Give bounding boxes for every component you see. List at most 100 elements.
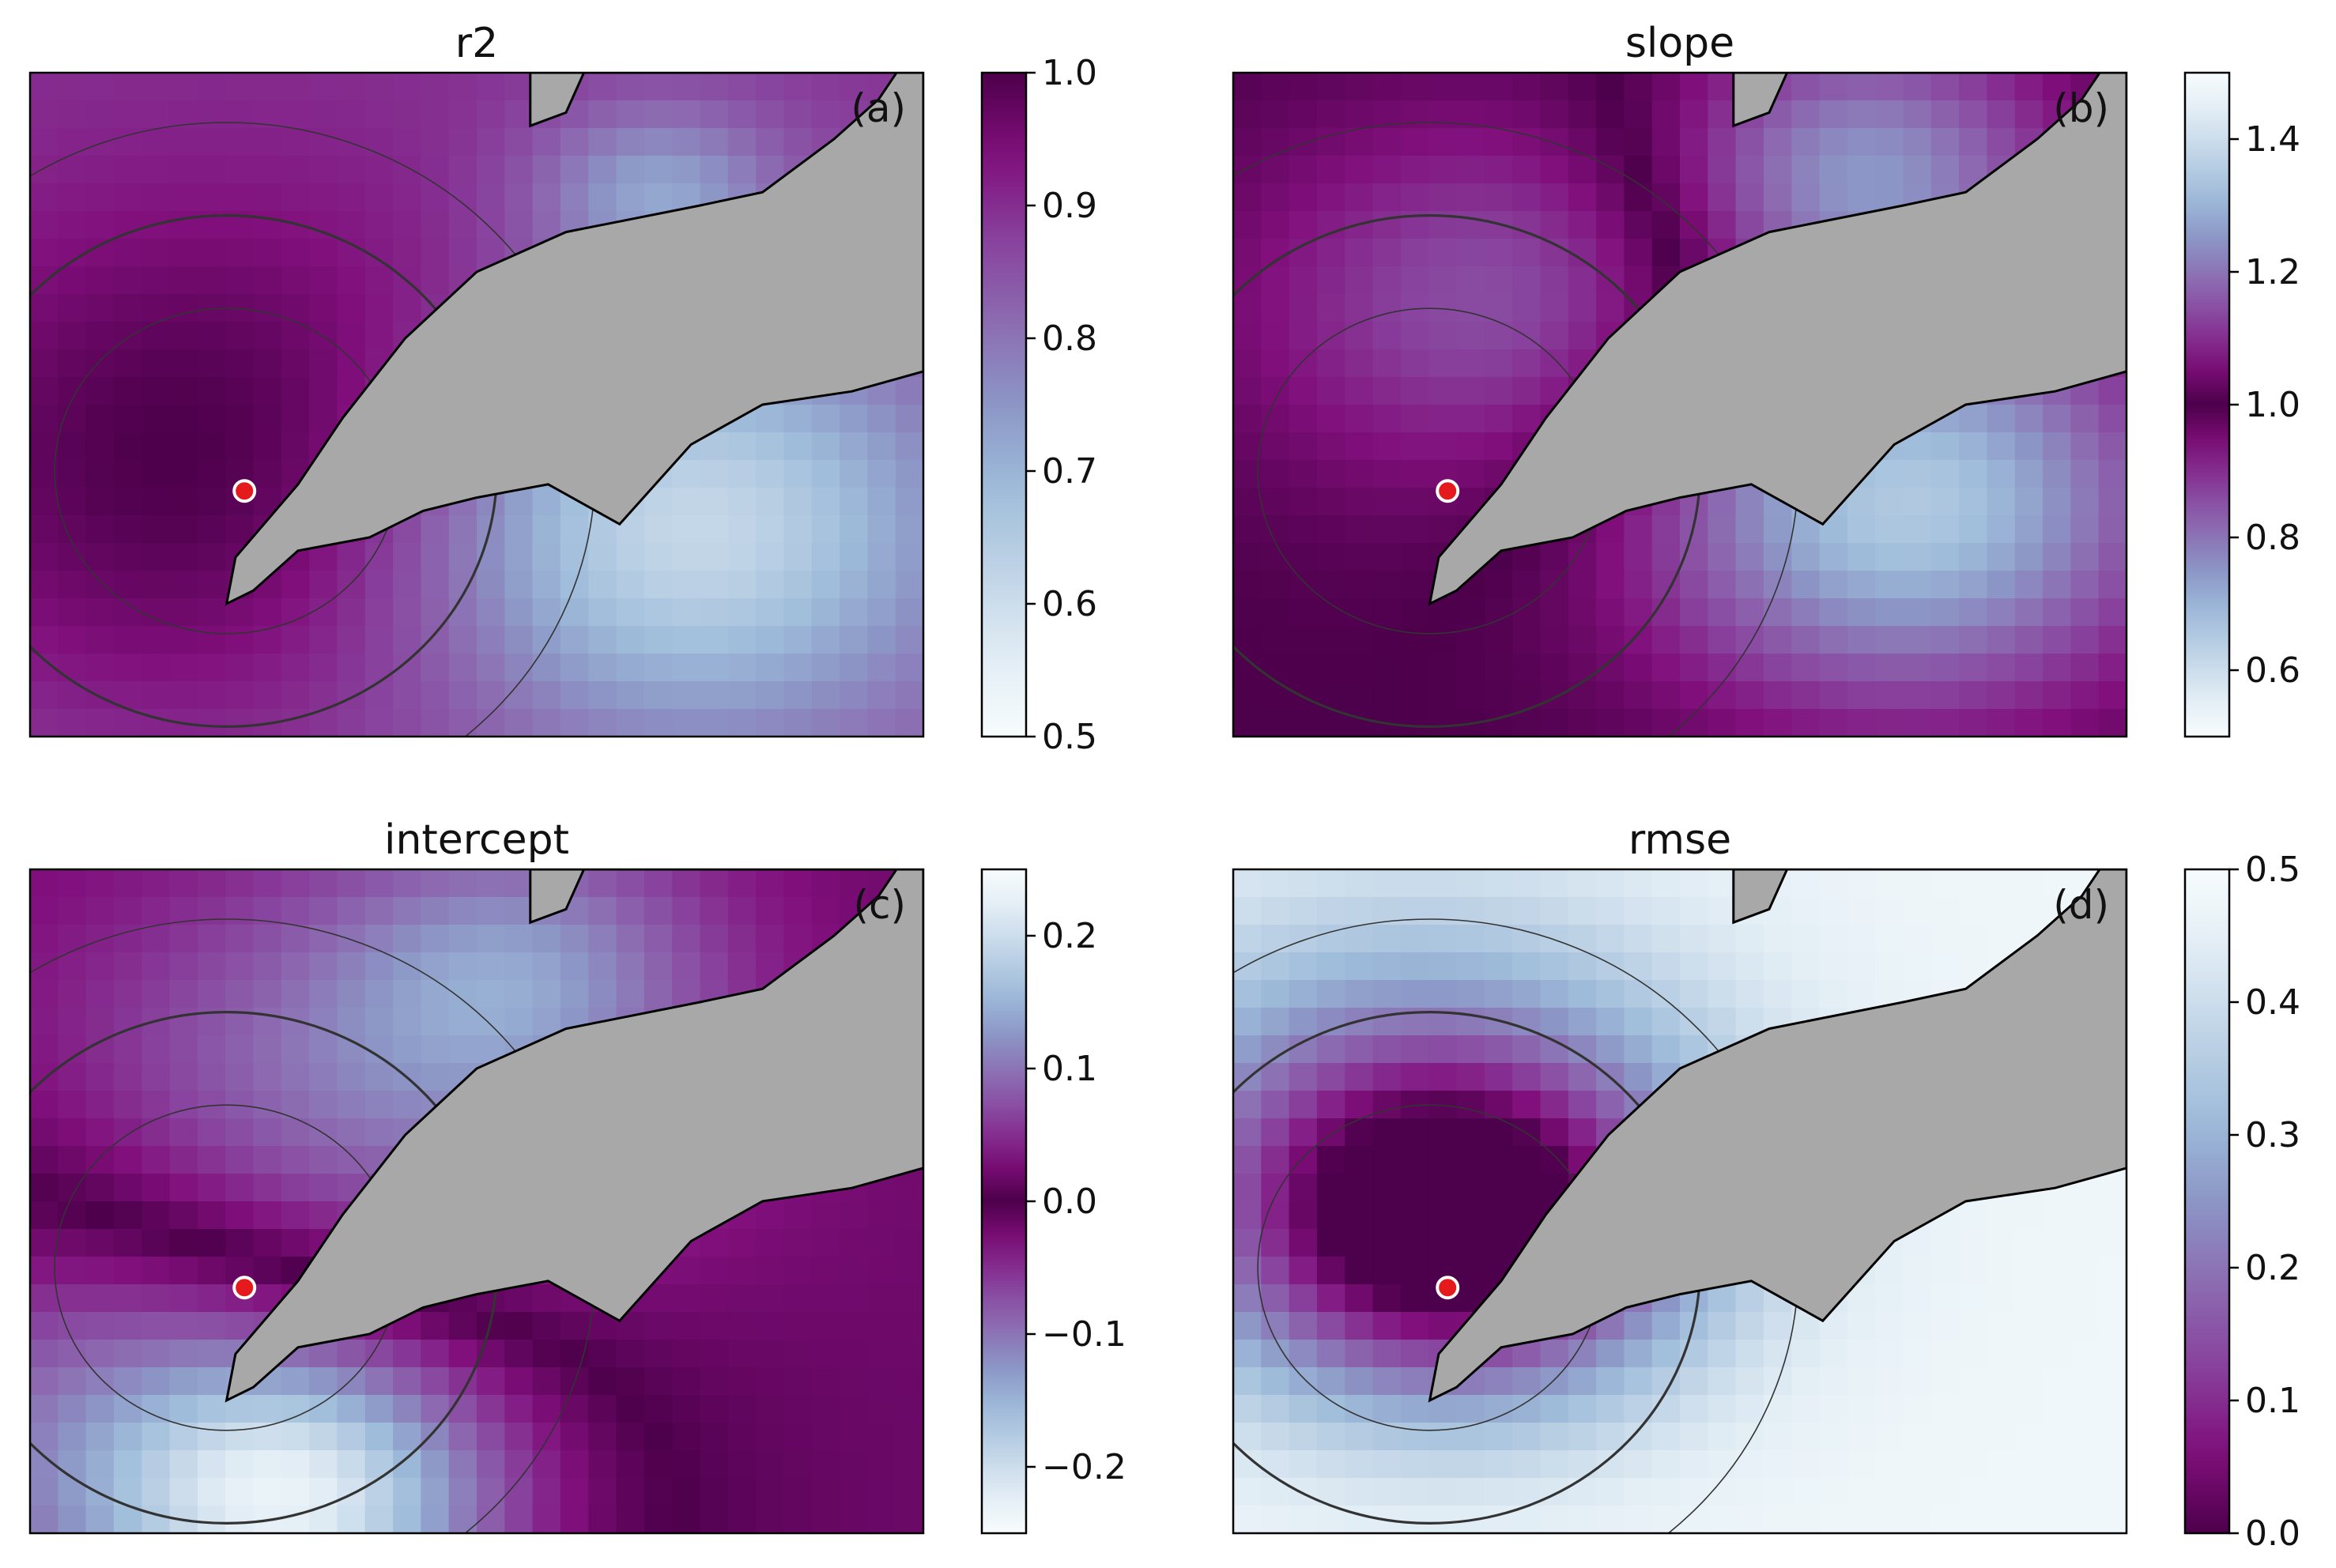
colorbar-tick-label: 0.2 [1042, 916, 1097, 956]
heat-cell [1847, 100, 1876, 129]
heat-cell [2098, 1174, 2127, 1202]
heat-cell [337, 571, 366, 599]
heat-cell [225, 626, 255, 654]
heat-cell [197, 952, 226, 981]
heat-cell [756, 405, 784, 433]
heat-cell [1316, 626, 1345, 654]
heat-cell [840, 1367, 868, 1396]
heat-cell [421, 1312, 450, 1340]
heat-cell [1316, 1367, 1345, 1396]
heat-cell [1456, 128, 1485, 156]
heat-cell [364, 1367, 394, 1396]
heat-cell [1484, 1450, 1513, 1479]
heat-cell [421, 543, 450, 571]
heat-cell [337, 1450, 366, 1479]
heat-cell [393, 1008, 421, 1036]
heat-cell [1847, 543, 1876, 571]
heat-cell [2070, 598, 2100, 627]
heat-cell [783, 925, 813, 953]
heat-cell [756, 543, 784, 571]
heat-cell [253, 626, 282, 654]
heat-cell [1261, 156, 1290, 184]
heat-cell [700, 681, 729, 710]
heat-cell [1763, 681, 1792, 710]
heat-cell [309, 598, 338, 627]
heat-cell [1289, 515, 1318, 544]
heat-cell [281, 1063, 310, 1091]
heat-cell [393, 897, 421, 925]
colorbar-tick-label: 1.0 [1042, 53, 1097, 93]
heat-cell [1456, 1229, 1485, 1257]
heat-cell [142, 897, 171, 925]
heat-cell [225, 1423, 255, 1451]
heat-cell [421, 239, 450, 267]
heat-cell [421, 681, 450, 710]
heat-cell [1680, 598, 1708, 627]
heat-cell [477, 681, 505, 710]
heat-cell [142, 598, 171, 627]
heat-cell [197, 1174, 226, 1202]
heat-cell [197, 1312, 226, 1340]
heat-cell [783, 100, 813, 129]
heat-cell [560, 980, 589, 1008]
heat-cell [1289, 709, 1318, 737]
heat-cell [1233, 1174, 1262, 1202]
heat-cell [867, 626, 896, 654]
heat-cell [1372, 1312, 1402, 1340]
panel-title: r2 [455, 20, 498, 67]
heat-cell [281, 128, 310, 156]
heat-cell [1708, 952, 1737, 981]
heat-cell [1428, 681, 1458, 710]
heat-cell [1345, 488, 1374, 516]
heat-cell [2014, 100, 2044, 129]
land [225, 869, 923, 1403]
heat-cell [142, 1367, 171, 1396]
heat-cell [1484, 1174, 1513, 1202]
heat-cell [1456, 598, 1485, 627]
heat-cell [560, 543, 589, 571]
heat-cell [197, 654, 226, 682]
heat-cell [1708, 925, 1737, 953]
heat-cell [1987, 1201, 2016, 1230]
heat-cell [672, 515, 701, 544]
heat-cell [2098, 1423, 2127, 1451]
heat-cell [197, 488, 226, 516]
heat-cell [169, 543, 198, 571]
heat-cell [85, 1284, 115, 1313]
heat-cell [30, 1174, 58, 1202]
heat-cell [448, 598, 477, 627]
heat-cell [1596, 626, 1625, 654]
heat-cell [225, 869, 255, 898]
heat-cell [1930, 543, 1960, 571]
heat-cell [1233, 1035, 1262, 1064]
heat-cell [643, 1506, 673, 1533]
heat-cell [113, 980, 142, 1008]
heat-cell [364, 980, 394, 1008]
heat-cell [1400, 1118, 1429, 1147]
heat-cell [895, 515, 923, 544]
heat-cell [1596, 681, 1625, 710]
heat-cell [85, 239, 115, 267]
heat-cell [225, 239, 255, 267]
heat-cell [142, 1091, 171, 1119]
heat-cell [1875, 626, 1904, 654]
heat-cell [643, 183, 673, 212]
heat-cell [867, 709, 896, 737]
heat-cell [1289, 1367, 1318, 1396]
heat-cell [58, 571, 87, 599]
heat-cell [393, 73, 421, 101]
heat-cell [1680, 626, 1708, 654]
heat-cell [1819, 654, 1848, 682]
heat-cell [1289, 211, 1318, 239]
heat-cell [1930, 515, 1960, 544]
heat-cell [1903, 1340, 1932, 1368]
heat-cell [560, 1395, 589, 1423]
colorbar: 0.50.60.70.80.91.0 [980, 53, 1097, 757]
heat-cell [783, 1340, 813, 1368]
heat-cell [1400, 869, 1429, 898]
heat-cell [1428, 73, 1458, 101]
heat-cell [2098, 1450, 2127, 1479]
colorbar: −0.2−0.10.00.10.2 [980, 868, 1126, 1535]
heat-cell [1428, 1174, 1458, 1202]
colorbar-tick-label: 0.0 [1042, 1182, 1097, 1222]
